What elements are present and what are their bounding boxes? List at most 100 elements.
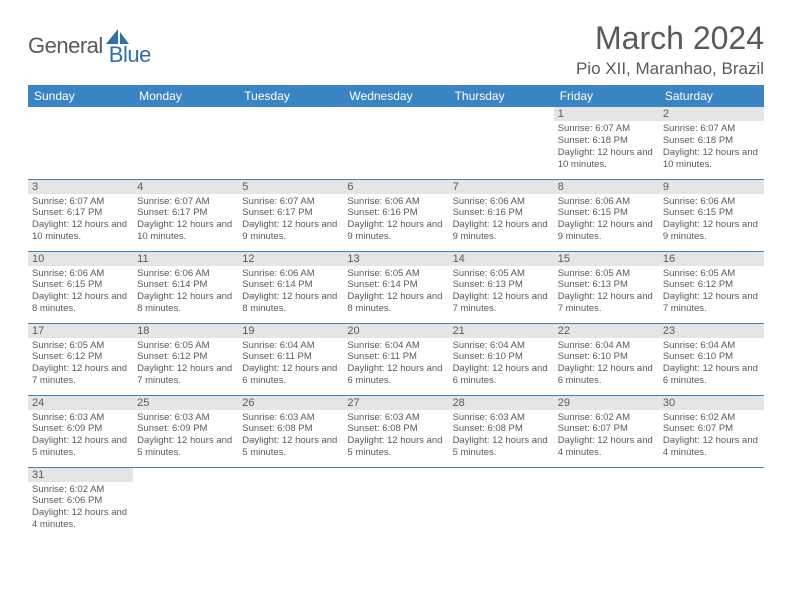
calendar-cell: 30Sunrise: 6:02 AMSunset: 6:07 PMDayligh… [659, 395, 764, 467]
calendar-cell [343, 107, 448, 179]
calendar-cell: 7Sunrise: 6:06 AMSunset: 6:16 PMDaylight… [449, 179, 554, 251]
sunset-text: Sunset: 6:17 PM [242, 207, 339, 219]
daylight-text: Daylight: 12 hours and 8 minutes. [242, 291, 339, 315]
day-details: Sunrise: 6:04 AMSunset: 6:11 PMDaylight:… [238, 338, 343, 391]
day-details: Sunrise: 6:06 AMSunset: 6:14 PMDaylight:… [133, 266, 238, 319]
sunset-text: Sunset: 6:09 PM [32, 423, 129, 435]
calendar-cell: 25Sunrise: 6:03 AMSunset: 6:09 PMDayligh… [133, 395, 238, 467]
daylight-text: Daylight: 12 hours and 8 minutes. [137, 291, 234, 315]
calendar-cell: 4Sunrise: 6:07 AMSunset: 6:17 PMDaylight… [133, 179, 238, 251]
daylight-text: Daylight: 12 hours and 6 minutes. [558, 363, 655, 387]
daylight-text: Daylight: 12 hours and 5 minutes. [347, 435, 444, 459]
day-number: 9 [659, 180, 764, 194]
day-number: 11 [133, 252, 238, 266]
calendar-cell [133, 107, 238, 179]
daylight-text: Daylight: 12 hours and 6 minutes. [242, 363, 339, 387]
day-details: Sunrise: 6:06 AMSunset: 6:15 PMDaylight:… [28, 266, 133, 319]
sunrise-text: Sunrise: 6:05 AM [32, 340, 129, 352]
daylight-text: Daylight: 12 hours and 4 minutes. [663, 435, 760, 459]
day-details: Sunrise: 6:06 AMSunset: 6:14 PMDaylight:… [238, 266, 343, 319]
daylight-text: Daylight: 12 hours and 7 minutes. [137, 363, 234, 387]
day-header: Thursday [449, 85, 554, 107]
calendar-cell: 23Sunrise: 6:04 AMSunset: 6:10 PMDayligh… [659, 323, 764, 395]
sunset-text: Sunset: 6:12 PM [137, 351, 234, 363]
day-details: Sunrise: 6:03 AMSunset: 6:08 PMDaylight:… [343, 410, 448, 463]
sunrise-text: Sunrise: 6:02 AM [32, 484, 129, 496]
day-details: Sunrise: 6:04 AMSunset: 6:10 PMDaylight:… [554, 338, 659, 391]
day-header: Sunday [28, 85, 133, 107]
calendar-row: 1Sunrise: 6:07 AMSunset: 6:18 PMDaylight… [28, 107, 764, 179]
sunrise-text: Sunrise: 6:06 AM [347, 196, 444, 208]
sunset-text: Sunset: 6:10 PM [453, 351, 550, 363]
day-number: 31 [28, 468, 133, 482]
daylight-text: Daylight: 12 hours and 6 minutes. [453, 363, 550, 387]
daylight-text: Daylight: 12 hours and 8 minutes. [347, 291, 444, 315]
sunset-text: Sunset: 6:15 PM [558, 207, 655, 219]
day-number: 18 [133, 324, 238, 338]
daylight-text: Daylight: 12 hours and 5 minutes. [242, 435, 339, 459]
day-header: Saturday [659, 85, 764, 107]
sunrise-text: Sunrise: 6:07 AM [32, 196, 129, 208]
sunset-text: Sunset: 6:18 PM [663, 135, 760, 147]
month-title: March 2024 [576, 20, 764, 57]
calendar-cell: 24Sunrise: 6:03 AMSunset: 6:09 PMDayligh… [28, 395, 133, 467]
sunrise-text: Sunrise: 6:04 AM [242, 340, 339, 352]
day-number: 17 [28, 324, 133, 338]
day-number: 14 [449, 252, 554, 266]
daylight-text: Daylight: 12 hours and 10 minutes. [137, 219, 234, 243]
daylight-text: Daylight: 12 hours and 9 minutes. [558, 219, 655, 243]
day-number: 30 [659, 396, 764, 410]
sunrise-text: Sunrise: 6:07 AM [663, 123, 760, 135]
sunrise-text: Sunrise: 6:02 AM [558, 412, 655, 424]
day-number: 7 [449, 180, 554, 194]
sunrise-text: Sunrise: 6:04 AM [558, 340, 655, 352]
calendar-cell: 18Sunrise: 6:05 AMSunset: 6:12 PMDayligh… [133, 323, 238, 395]
day-number: 21 [449, 324, 554, 338]
daylight-text: Daylight: 12 hours and 9 minutes. [347, 219, 444, 243]
sunrise-text: Sunrise: 6:03 AM [453, 412, 550, 424]
day-details: Sunrise: 6:06 AMSunset: 6:16 PMDaylight:… [343, 194, 448, 247]
calendar-cell: 13Sunrise: 6:05 AMSunset: 6:14 PMDayligh… [343, 251, 448, 323]
sunset-text: Sunset: 6:09 PM [137, 423, 234, 435]
calendar-cell [238, 467, 343, 539]
day-number: 27 [343, 396, 448, 410]
day-details: Sunrise: 6:07 AMSunset: 6:18 PMDaylight:… [554, 121, 659, 174]
day-details: Sunrise: 6:04 AMSunset: 6:11 PMDaylight:… [343, 338, 448, 391]
day-details: Sunrise: 6:07 AMSunset: 6:17 PMDaylight:… [28, 194, 133, 247]
day-number: 8 [554, 180, 659, 194]
day-details: Sunrise: 6:03 AMSunset: 6:08 PMDaylight:… [238, 410, 343, 463]
daylight-text: Daylight: 12 hours and 8 minutes. [32, 291, 129, 315]
calendar-body: 1Sunrise: 6:07 AMSunset: 6:18 PMDaylight… [28, 107, 764, 539]
calendar-table: Sunday Monday Tuesday Wednesday Thursday… [28, 85, 764, 539]
day-details: Sunrise: 6:02 AMSunset: 6:07 PMDaylight:… [554, 410, 659, 463]
day-details: Sunrise: 6:02 AMSunset: 6:06 PMDaylight:… [28, 482, 133, 535]
sunrise-text: Sunrise: 6:04 AM [663, 340, 760, 352]
calendar-cell: 3Sunrise: 6:07 AMSunset: 6:17 PMDaylight… [28, 179, 133, 251]
calendar-row: 3Sunrise: 6:07 AMSunset: 6:17 PMDaylight… [28, 179, 764, 251]
calendar-cell: 8Sunrise: 6:06 AMSunset: 6:15 PMDaylight… [554, 179, 659, 251]
day-details: Sunrise: 6:07 AMSunset: 6:17 PMDaylight:… [133, 194, 238, 247]
day-details: Sunrise: 6:05 AMSunset: 6:13 PMDaylight:… [449, 266, 554, 319]
day-header: Monday [133, 85, 238, 107]
calendar-cell [659, 467, 764, 539]
day-details: Sunrise: 6:06 AMSunset: 6:15 PMDaylight:… [659, 194, 764, 247]
sunset-text: Sunset: 6:11 PM [347, 351, 444, 363]
page-header: General Blue March 2024 Pio XII, Maranha… [28, 20, 764, 79]
sunrise-text: Sunrise: 6:03 AM [137, 412, 234, 424]
daylight-text: Daylight: 12 hours and 5 minutes. [137, 435, 234, 459]
sunrise-text: Sunrise: 6:06 AM [32, 268, 129, 280]
day-number: 24 [28, 396, 133, 410]
day-details: Sunrise: 6:04 AMSunset: 6:10 PMDaylight:… [449, 338, 554, 391]
day-number: 16 [659, 252, 764, 266]
calendar-row: 31Sunrise: 6:02 AMSunset: 6:06 PMDayligh… [28, 467, 764, 539]
sunset-text: Sunset: 6:10 PM [663, 351, 760, 363]
day-number: 23 [659, 324, 764, 338]
day-details: Sunrise: 6:03 AMSunset: 6:09 PMDaylight:… [133, 410, 238, 463]
day-number: 20 [343, 324, 448, 338]
day-number: 12 [238, 252, 343, 266]
daylight-text: Daylight: 12 hours and 10 minutes. [32, 219, 129, 243]
day-details: Sunrise: 6:05 AMSunset: 6:12 PMDaylight:… [133, 338, 238, 391]
calendar-cell: 21Sunrise: 6:04 AMSunset: 6:10 PMDayligh… [449, 323, 554, 395]
sunset-text: Sunset: 6:06 PM [32, 495, 129, 507]
calendar-cell: 17Sunrise: 6:05 AMSunset: 6:12 PMDayligh… [28, 323, 133, 395]
